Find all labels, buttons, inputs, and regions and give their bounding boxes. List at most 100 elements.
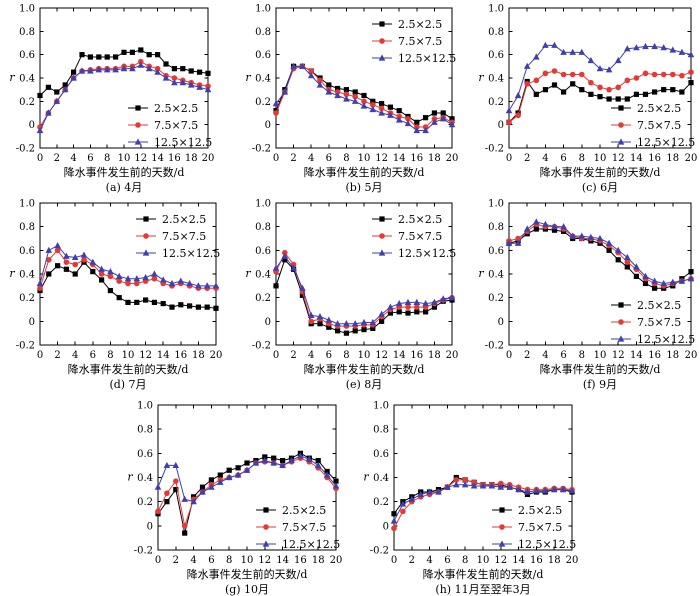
- chart-5-x-tick-label-9: 16: [410, 350, 423, 361]
- chart-1-series-3-point-21: [204, 86, 212, 93]
- chart-6-series-3-point-9: [578, 232, 586, 239]
- chart-6-legend-marker-1: [618, 302, 624, 308]
- chart-6-x-tick-label-7: 12: [612, 350, 625, 361]
- chart-3-series-3-point-10: [587, 56, 595, 64]
- chart-4-series-1-point-17: [178, 302, 184, 308]
- chart-1-series-1-point-9: [104, 54, 110, 60]
- chart-2-series-2-point-11: [361, 98, 367, 105]
- chart-4-legend-marker-3: [142, 249, 150, 256]
- chart-5-series-3-point-5: [307, 311, 315, 319]
- chart-5-series-3-point-17: [413, 298, 421, 305]
- chart-7-x-tick-label-2: 2: [173, 555, 179, 566]
- chart-7-series-3-point-11: [243, 466, 251, 473]
- chart-6-series-1-point-6: [551, 227, 558, 233]
- chart-7-series-1-point-21: [333, 478, 339, 484]
- chart-8-series-3-point-12: [488, 482, 496, 489]
- chart-7-y-tick-label-3: 0.2: [137, 497, 153, 508]
- chart-8-legend-marker-1: [499, 507, 505, 513]
- chart-1-series-3-point-3: [53, 97, 61, 104]
- chart-3-series-1-point-10: [588, 91, 594, 97]
- chart-8-series-3-point-18: [542, 487, 549, 494]
- chart-3-series-1-point-14: [624, 96, 630, 102]
- chart-1-series-1-point-3: [54, 89, 60, 95]
- chart-3-y-tick-label-3: 0.2: [488, 97, 504, 108]
- chart-3-series-1-point-8: [570, 81, 576, 87]
- chart-4-series-3-point-12: [133, 275, 141, 282]
- chart-3-series-1-point-5: [542, 87, 548, 93]
- chart-5-legend-label-3: 12.5×12.5: [398, 247, 456, 260]
- chart-7-x-tick-label-9: 16: [294, 555, 307, 566]
- chart-5-y-tick-label-6: 0.8: [255, 222, 271, 233]
- chart-8-series-3-point-20: [559, 485, 567, 493]
- chart-1-x-tick-label-7: 12: [134, 153, 147, 164]
- chart-3-series-2-point-10: [588, 79, 594, 86]
- chart-4-series-3-point-18: [186, 279, 193, 287]
- chart-6-x-tick-label-1: 0: [506, 350, 512, 361]
- chart-1-series-3-point-1: [36, 126, 44, 134]
- chart-2-series-3-point-8: [334, 91, 341, 99]
- chart-4-xlabel: 降水事件发生前的天数/d: [68, 362, 189, 376]
- chart-4-y-tick-label-5: 0.6: [19, 246, 35, 257]
- chart-6-series-3-point-6: [551, 223, 558, 230]
- chart-4-series-3-point-11: [124, 275, 132, 282]
- chart-5-x-tick-label-5: 8: [343, 350, 349, 361]
- chart-1-series-1-point-5: [71, 69, 77, 75]
- chart-4-legend-label-1: 2.5×2.5: [162, 213, 206, 226]
- chart-panel-1: 0 2 4 6 8 10 12 14 16 18 20-0.200.20.40.60.81.0r降水…: [9, 4, 214, 195]
- chart-1-legend-label-2: 7.5×7.5: [154, 119, 198, 132]
- chart-2-series-2-point-13: [378, 105, 385, 112]
- chart-1-y-tick-label-6: 0.8: [19, 27, 35, 38]
- chart-7-series-1-point-3: [173, 486, 179, 493]
- chart-3-legend-label-1: 2.5×2.5: [637, 102, 681, 115]
- chart-3-series-2-point-18: [660, 71, 667, 78]
- chart-1-series-2-point-17: [171, 75, 178, 81]
- chart-6-legend-label-3: 12.5×12.5: [637, 333, 695, 346]
- chart-4-x-tick-label-5: 8: [107, 350, 113, 361]
- chart-6-x-tick-label-6: 10: [594, 350, 607, 361]
- chart-3-x-tick-label-9: 16: [648, 153, 661, 164]
- chart-3-x-tick-label-7: 12: [612, 153, 625, 164]
- chart-1-legend-marker-3: [134, 138, 142, 145]
- chart-8-x-tick-label-3: 4: [426, 555, 432, 566]
- chart-8-series-3-point-1: [390, 517, 398, 524]
- chart-6-legend-marker-2: [618, 319, 624, 325]
- chart-7-series-2-point-1: [155, 508, 161, 515]
- chart-8-x-tick-label-9: 16: [530, 555, 543, 566]
- chart-8-x-tick-label-2: 2: [409, 555, 415, 566]
- chart-3-x-tick-label-4: 6: [560, 153, 566, 164]
- chart-3-series-2-point-16: [642, 70, 649, 77]
- chart-2-legend-marker-2: [379, 38, 385, 44]
- chart-3-series-1-point-7: [561, 89, 567, 95]
- chart-2-series-3-point-9: [343, 95, 350, 102]
- chart-7-x-tick-label-8: 14: [276, 555, 289, 566]
- chart-3-series-3-point-14: [624, 45, 631, 52]
- chart-4-x-tick-label-4: 6: [90, 350, 96, 361]
- chart-4-series-3-point-15: [159, 276, 167, 283]
- chart-3-series-2-point-6: [551, 68, 558, 74]
- chart-7-series-3-point-14: [270, 459, 277, 466]
- chart-5-series-1-point-2: [282, 257, 288, 263]
- chart-8-y-tick-label-7: 1.0: [373, 401, 389, 412]
- chart-7-y-tick-label-2: 0: [147, 521, 153, 532]
- chart-7-series-1-point-20: [324, 468, 330, 475]
- chart-2-series-1-point-17: [414, 119, 420, 125]
- chart-5-x-tick-label-6: 10: [358, 350, 371, 361]
- chart-5-series-3-point-13: [378, 310, 385, 317]
- chart-1-series-3-point-2: [45, 109, 52, 116]
- chart-1-series-1-point-21: [205, 70, 211, 76]
- chart-1-x-tick-label-2: 2: [54, 153, 60, 164]
- chart-6-series-3-point-11: [596, 234, 604, 242]
- chart-7-subtitle: (g) 10月: [225, 583, 269, 596]
- chart-7-y-tick-label-5: 0.6: [137, 449, 153, 460]
- chart-3-series-2-point-15: [633, 75, 640, 81]
- chart-7-series-3-point-5: [190, 498, 197, 505]
- chart-4-x-tick-label-11: 20: [210, 350, 223, 361]
- chart-2-series-1-point-8: [335, 85, 341, 92]
- chart-5-series-1-point-4: [299, 292, 305, 298]
- chart-8-y-tick-label-3: 0.2: [373, 497, 389, 508]
- chart-4-series-3-point-3: [54, 242, 61, 249]
- chart-1-legend-marker-2: [135, 122, 141, 128]
- chart-6-series-3-point-17: [651, 277, 658, 284]
- chart-5-series-3-point-18: [422, 299, 429, 307]
- chart-5-series-3-point-12: [369, 318, 377, 326]
